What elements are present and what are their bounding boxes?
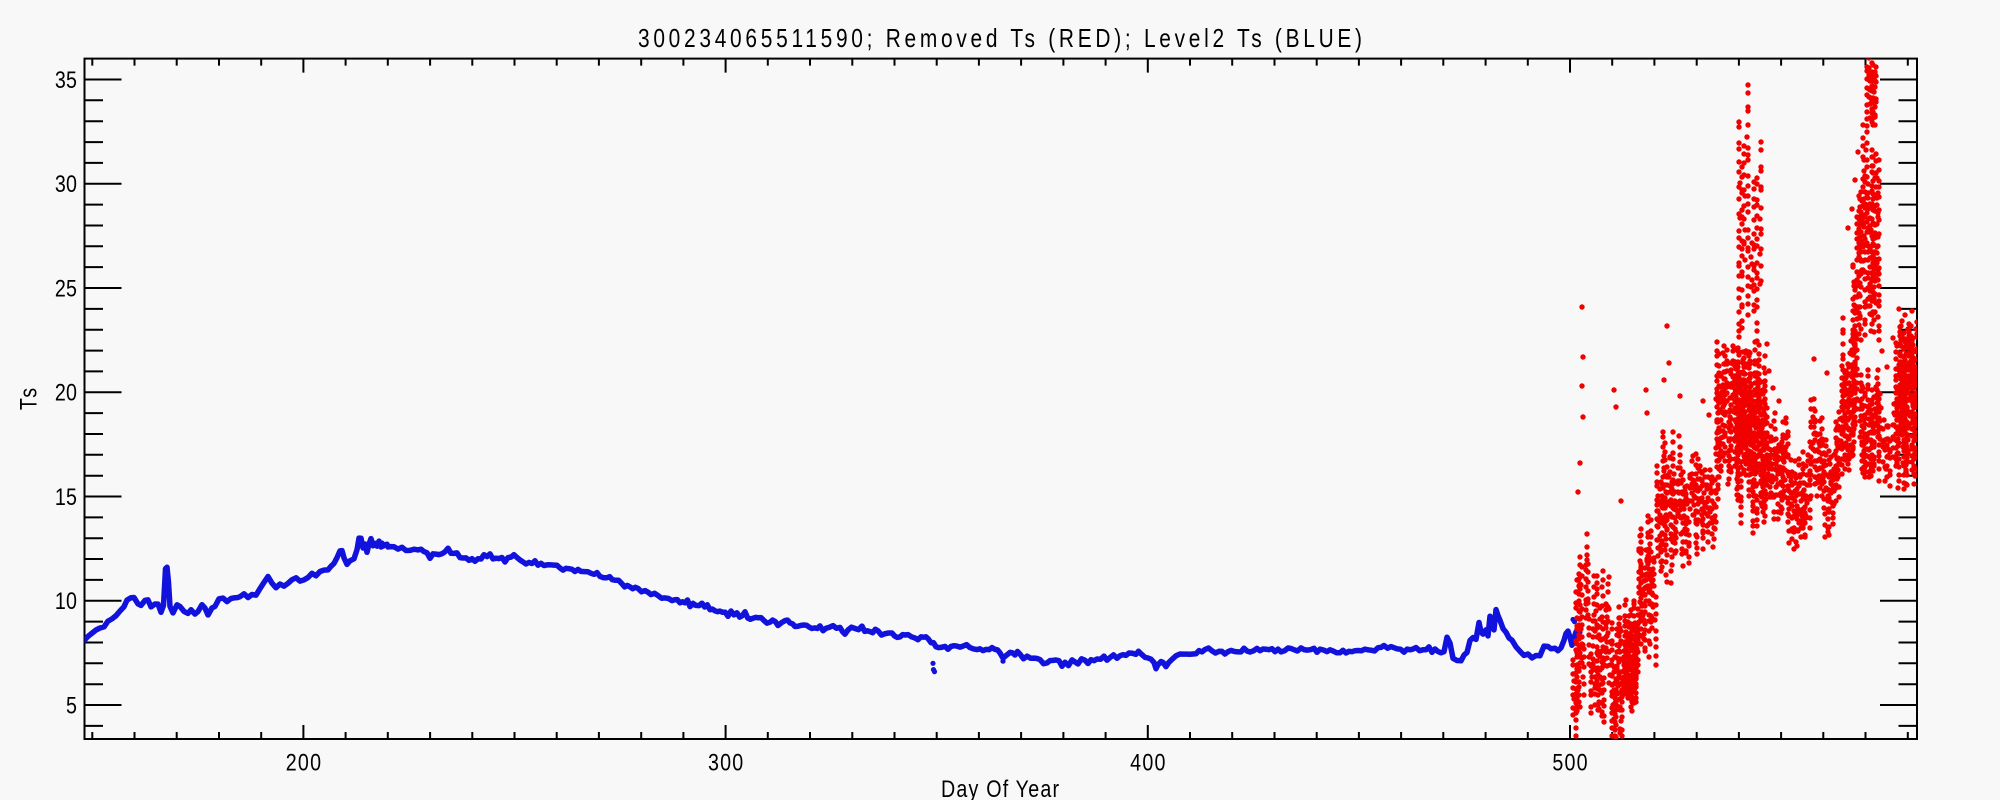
svg-text:10: 10: [55, 587, 77, 614]
svg-text:15: 15: [55, 483, 77, 510]
svg-text:Day Of Year: Day Of Year: [941, 775, 1059, 800]
svg-text:300: 300: [708, 749, 743, 776]
svg-text:400: 400: [1130, 749, 1165, 776]
svg-text:5: 5: [66, 692, 77, 719]
svg-text:200: 200: [286, 749, 321, 776]
svg-text:500: 500: [1552, 749, 1587, 776]
svg-text:25: 25: [55, 275, 77, 302]
svg-text:30: 30: [55, 170, 77, 197]
svg-text:35: 35: [55, 66, 77, 93]
svg-text:20: 20: [55, 379, 77, 406]
